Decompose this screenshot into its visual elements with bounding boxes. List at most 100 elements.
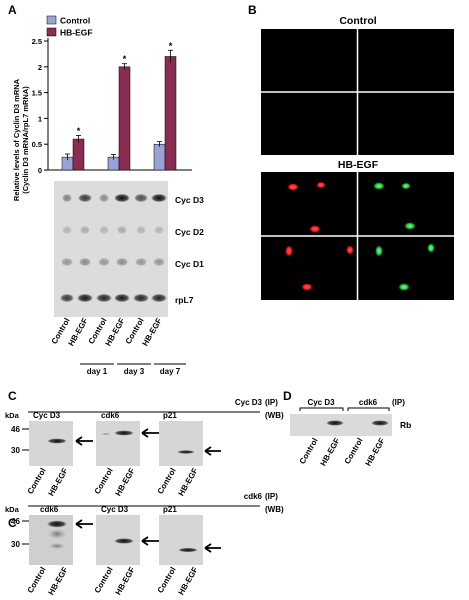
panel-letter-c-bottom: C	[8, 516, 17, 530]
band	[326, 420, 344, 426]
c-top-marker-46: 46	[11, 425, 20, 434]
green-nucleus	[401, 182, 411, 190]
y-axis-label-line1: Relative levels of Cyclin D3 mRNA	[12, 78, 21, 201]
legend-label-control: Control	[60, 16, 90, 26]
band	[177, 450, 195, 454]
band	[136, 225, 146, 235]
band	[61, 257, 73, 267]
green-nucleus	[427, 243, 435, 253]
control-label-cdk6: cdk6	[418, 117, 438, 127]
band	[96, 293, 112, 303]
band	[62, 225, 72, 235]
y-axis-label-line2: (Cyclin D3 mRNA/rpL7 mRNA)	[21, 86, 30, 194]
hbegf-micrographs: Cyc D3 Cyc D3 p21 cdk6	[261, 172, 454, 300]
c-bottom-blot3	[159, 515, 203, 565]
control-label-cycd3-row2: Cyc D3	[276, 117, 305, 127]
lane-label: HB-EGF	[177, 466, 200, 497]
band	[117, 225, 127, 235]
panelb-hbegf-title: HB-EGF	[338, 159, 379, 171]
arrow-icon	[204, 446, 221, 456]
c-top-blot2-label: cdk6	[101, 411, 120, 420]
green-nucleus	[373, 182, 385, 190]
d-ip-label-cdk6: cdk6	[359, 398, 378, 407]
band	[134, 193, 148, 203]
lane-label: Control	[156, 566, 178, 595]
band	[114, 193, 130, 203]
day7-label: day 7	[160, 367, 181, 376]
lane-label: Control	[343, 437, 365, 466]
c-bottom-marker-30: 30	[11, 540, 20, 549]
band	[371, 420, 389, 426]
chart-legend: Control HB-EGF	[46, 15, 93, 38]
c-bottom-kda: kDa	[5, 505, 20, 514]
d-ip-label-cycd3: Cyc D3	[307, 398, 335, 407]
y-tick-label: 0.5	[32, 140, 42, 149]
y-tick-label: 0	[38, 166, 42, 175]
green-nucleus	[404, 222, 416, 230]
bar-hbegf-day3	[118, 66, 131, 171]
band	[114, 293, 130, 303]
c-bottom-marker-46: 46	[11, 517, 20, 526]
band	[79, 257, 91, 267]
lane-label: Control	[26, 566, 48, 595]
legend-swatch-control	[46, 15, 57, 25]
arrow-icon	[141, 428, 159, 438]
control-micrographs: Cyc D3 Cyc D3 p21 cdk6	[261, 29, 454, 155]
red-nucleus	[301, 283, 313, 291]
day-group-labels: day 1 day 3 day 7	[80, 363, 186, 376]
panel-letter-d: D	[283, 389, 292, 403]
band	[151, 293, 167, 303]
red-nucleus	[285, 245, 293, 257]
blot-label-cycd3: Cyc D3	[175, 195, 204, 205]
band	[80, 225, 90, 235]
lane-label: Control	[298, 437, 320, 466]
band	[154, 225, 164, 235]
blot-label-cycd2: Cyc D2	[175, 227, 204, 237]
c-top-blot1	[29, 421, 73, 466]
panel-letter-b: B	[248, 3, 257, 17]
y-axis-label: Relative levels of Cyclin D3 mRNA (Cycli…	[12, 78, 30, 201]
band	[116, 257, 128, 267]
y-tick-label: 2.5	[32, 37, 42, 46]
band	[77, 293, 93, 303]
c-top-wb-tag: (WB)	[265, 411, 284, 420]
control-label-p21: p21	[422, 55, 437, 65]
band-smear	[48, 529, 66, 539]
y-tick-label: 2	[38, 63, 42, 72]
green-nucleus	[398, 283, 410, 291]
hbegf-label-p21: p21	[422, 198, 437, 208]
c-top-ip-label: Cyc D3	[235, 398, 263, 407]
arrow-icon	[75, 436, 93, 446]
c-bottom-blot1-label: cdk6	[40, 505, 59, 514]
day1-label: day 1	[87, 367, 108, 376]
lane-label: HB-EGF	[47, 565, 70, 596]
lane-label: Control	[93, 467, 115, 496]
c-top-blot1-label: Cyc D3	[33, 411, 61, 420]
green-nucleus	[375, 245, 383, 257]
d-ip-bracket-cdk6	[347, 407, 390, 411]
c-bottom-ip-label: cdk6	[244, 492, 263, 501]
c-top-marker-30: 30	[11, 446, 20, 455]
significance-star: *	[77, 126, 81, 136]
band	[78, 193, 92, 203]
lane-label: Control	[93, 566, 115, 595]
arrow-icon	[204, 543, 221, 553]
y-ticks: 0 0.5 1 1.5 2 2.5	[32, 37, 48, 175]
legend-swatch-hbegf	[46, 27, 57, 37]
hbegf-label-cycd3-row2: Cyc D3	[276, 262, 305, 272]
c-bottom-blot2-label: Cyc D3	[101, 505, 129, 514]
bar-hbegf-day1	[72, 138, 85, 171]
lane-label: HB-EGF	[114, 466, 137, 497]
panel-letter-c-top: C	[8, 389, 17, 403]
hbegf-label-cdk6: cdk6	[418, 262, 438, 272]
arrow-icon	[75, 519, 93, 529]
lane-label: HB-EGF	[47, 466, 70, 497]
bar-series: * * *	[61, 41, 177, 171]
lane-label: HB-EGF	[364, 436, 387, 467]
band	[62, 193, 72, 203]
band	[47, 520, 67, 528]
